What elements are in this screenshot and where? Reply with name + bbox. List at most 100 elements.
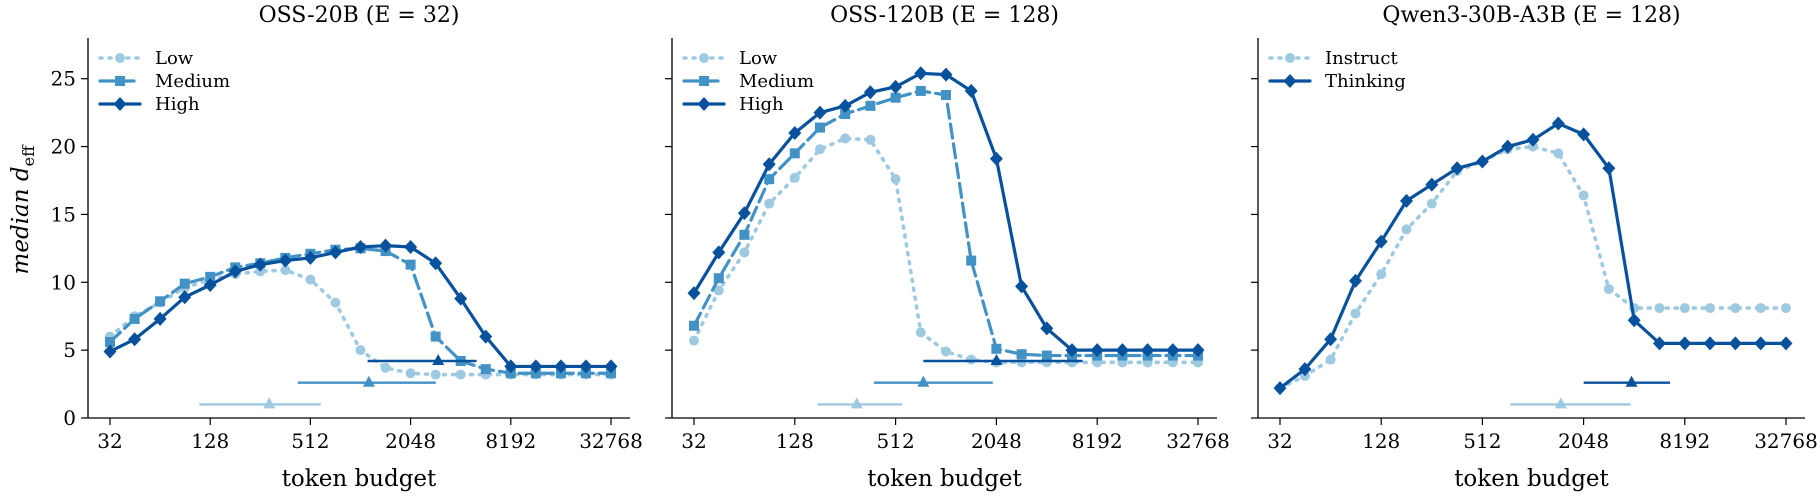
data-point-thinking bbox=[1324, 332, 1338, 347]
data-point-medium bbox=[941, 90, 951, 100]
data-point-high bbox=[454, 291, 468, 306]
data-point-medium bbox=[155, 296, 166, 307]
data-point-high bbox=[1040, 321, 1054, 336]
data-point-medium bbox=[480, 364, 491, 375]
x-tick-label: 32 bbox=[97, 429, 122, 453]
data-point-low bbox=[455, 369, 466, 380]
data-point-high bbox=[914, 66, 928, 81]
data-point-medium bbox=[966, 255, 977, 266]
data-point-high bbox=[354, 240, 367, 254]
data-point-low bbox=[405, 368, 416, 379]
data-point-instruct bbox=[1781, 303, 1791, 314]
data-point-medium bbox=[739, 229, 750, 240]
data-point-thinking bbox=[1475, 154, 1489, 169]
series-line-low bbox=[692, 136, 1200, 365]
data-point-high bbox=[103, 344, 117, 359]
range-marker-high bbox=[990, 354, 1003, 365]
data-point-low bbox=[430, 369, 441, 380]
data-point-high bbox=[1141, 343, 1155, 358]
data-point-medium bbox=[689, 320, 699, 331]
x-axis-label: token budget bbox=[282, 466, 437, 492]
data-point-high bbox=[429, 256, 443, 271]
legend-marker-low bbox=[115, 53, 125, 63]
x-tick-label: 8192 bbox=[485, 429, 536, 453]
data-point-high bbox=[1191, 343, 1205, 358]
y-tick-label: 0 bbox=[63, 406, 76, 430]
data-point-high bbox=[203, 278, 217, 292]
data-point-thinking bbox=[1779, 336, 1793, 351]
data-point-thinking bbox=[1653, 336, 1667, 351]
data-point-medium bbox=[1016, 349, 1027, 360]
x-tick-label: 32768 bbox=[1754, 429, 1818, 453]
data-point-high bbox=[964, 83, 978, 98]
data-point-thinking bbox=[1526, 132, 1540, 147]
x-tick-label: 8192 bbox=[1072, 429, 1123, 453]
data-point-low bbox=[840, 133, 851, 144]
data-point-thinking bbox=[1425, 177, 1439, 192]
data-point-instruct bbox=[1578, 190, 1589, 201]
data-point-instruct bbox=[1325, 354, 1336, 365]
data-point-low bbox=[915, 327, 926, 338]
range-marker-instruct bbox=[1554, 397, 1567, 409]
data-point-instruct bbox=[1553, 148, 1564, 159]
range-marker-thinking bbox=[1625, 375, 1638, 387]
data-point-medium bbox=[764, 174, 775, 185]
y-axis-label: median deff bbox=[8, 144, 38, 275]
data-point-instruct bbox=[1401, 224, 1412, 235]
legend-label-low: Low bbox=[739, 48, 778, 69]
data-point-thinking bbox=[1678, 336, 1692, 351]
data-point-low bbox=[280, 265, 291, 276]
legend-marker-instruct bbox=[1285, 53, 1295, 63]
x-tick-label: 8192 bbox=[1659, 429, 1710, 453]
data-point-low bbox=[764, 198, 775, 209]
data-point-thinking bbox=[1450, 161, 1464, 176]
data-point-medium bbox=[405, 259, 416, 270]
x-tick-label: 32 bbox=[681, 429, 706, 453]
y-tick-label: 25 bbox=[51, 67, 76, 91]
data-point-thinking bbox=[1551, 116, 1565, 131]
data-point-medium bbox=[105, 337, 115, 347]
x-tick-label: 512 bbox=[877, 429, 915, 453]
legend-marker-medium bbox=[115, 76, 125, 86]
data-point-medium bbox=[915, 85, 926, 96]
data-point-instruct bbox=[1679, 303, 1690, 314]
legend-marker-high bbox=[697, 97, 711, 111]
data-point-instruct bbox=[1603, 284, 1614, 295]
data-point-low bbox=[814, 144, 825, 155]
data-point-high bbox=[328, 245, 342, 260]
legend-label-instruct: Instruct bbox=[1325, 48, 1398, 69]
data-point-low bbox=[305, 274, 316, 285]
data-point-thinking bbox=[1754, 336, 1768, 351]
data-point-low bbox=[689, 335, 699, 346]
data-point-thinking bbox=[1501, 139, 1515, 154]
data-point-medium bbox=[991, 343, 1002, 354]
x-tick-label: 2048 bbox=[971, 429, 1022, 453]
data-point-thinking bbox=[1577, 127, 1591, 142]
data-point-low bbox=[380, 362, 391, 373]
data-point-medium bbox=[430, 331, 441, 342]
data-point-thinking bbox=[1273, 381, 1287, 396]
x-tick-label: 128 bbox=[1362, 429, 1400, 453]
data-point-thinking bbox=[1703, 336, 1717, 351]
data-point-high bbox=[128, 332, 142, 347]
x-axis-label: token budget bbox=[867, 466, 1022, 492]
series-line-medium bbox=[692, 89, 1200, 358]
data-point-low bbox=[941, 346, 951, 357]
data-point-high bbox=[554, 359, 568, 374]
data-point-medium bbox=[890, 92, 901, 103]
data-point-medium bbox=[789, 148, 800, 159]
y-tick-label: 5 bbox=[63, 338, 76, 362]
data-point-low bbox=[789, 172, 800, 183]
data-point-high bbox=[1065, 343, 1079, 358]
y-tick-label: 20 bbox=[51, 135, 76, 159]
data-point-high bbox=[153, 311, 167, 326]
data-point-high bbox=[479, 329, 493, 344]
data-point-high bbox=[737, 206, 751, 221]
data-point-high bbox=[712, 245, 726, 260]
data-point-thinking bbox=[1627, 313, 1641, 328]
chart-panel-1: 0 5 10 15 20 25 32 128 512 2048 8192 32768 token bud… bbox=[51, 3, 643, 492]
data-point-thinking bbox=[1602, 161, 1616, 176]
range-marker-medium bbox=[362, 375, 375, 387]
data-point-thinking bbox=[1348, 273, 1362, 288]
